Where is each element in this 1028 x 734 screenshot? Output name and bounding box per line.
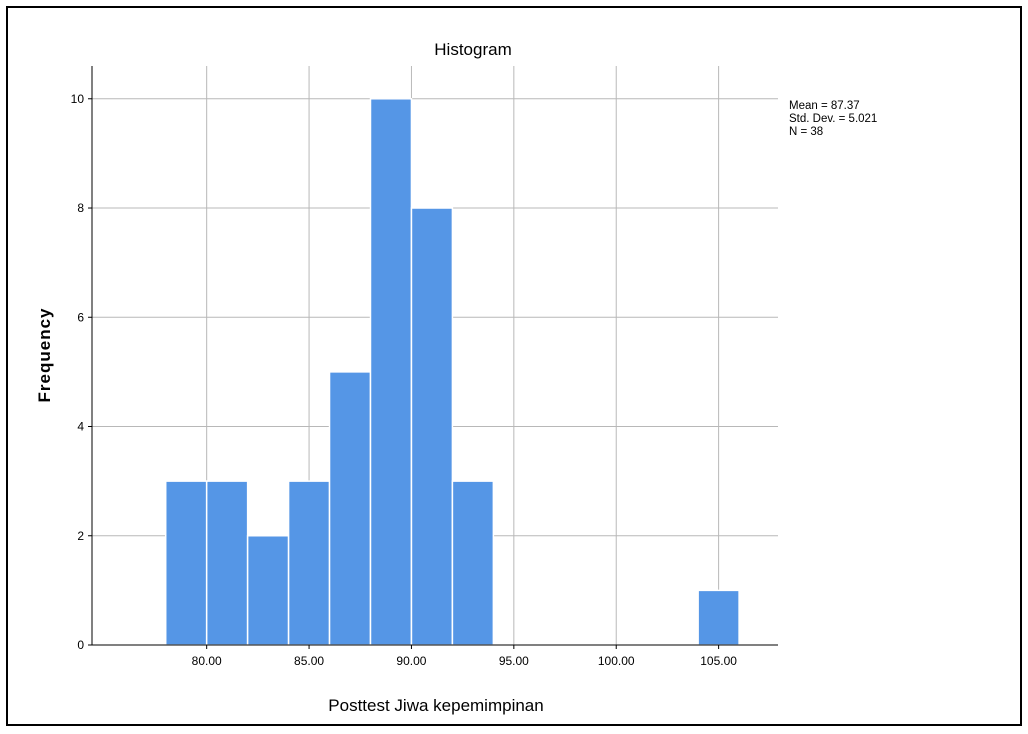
stat-std-dev: Std. Dev. = 5.021 [789,113,877,125]
x-axis-label: Posttest Jiwa kepemimpinan [328,696,543,715]
histogram-bar [410,207,454,646]
histogram-bar [287,480,331,646]
tick-labels: 0 2 4 6 8 10 80.00 85.00 90.00 95.00 100.00 105.00 [71,92,738,668]
y-tick-label: 8 [77,201,84,215]
histogram-bar [205,480,249,646]
y-tick-label: 0 [77,638,84,652]
x-tick-label: 105.00 [700,654,737,668]
histogram-bars [164,98,740,646]
x-tick-label: 100.00 [598,654,635,668]
stat-mean: Mean = 87.37 [789,100,860,112]
histogram-bar [451,480,495,646]
stat-n: N = 38 [789,126,823,138]
histogram-bar [328,371,372,646]
x-tick-label: 85.00 [294,654,324,668]
chart-title: Histogram [434,40,511,59]
y-tick-label: 2 [77,529,84,543]
histogram-bar [369,98,413,646]
x-tick-label: 95.00 [499,654,529,668]
y-tick-label: 6 [77,310,84,324]
histogram-bar [164,480,208,646]
histogram-bar [697,589,740,646]
stats-legend: Mean = 87.37 Std. Dev. = 5.021 N = 38 [789,100,877,138]
x-tick-label: 90.00 [396,654,426,668]
y-tick-label: 10 [71,92,85,106]
y-axis-label: Frequency [35,308,54,403]
x-tick-label: 80.00 [192,654,222,668]
y-tick-label: 4 [77,420,84,434]
histogram-bar [246,535,290,646]
